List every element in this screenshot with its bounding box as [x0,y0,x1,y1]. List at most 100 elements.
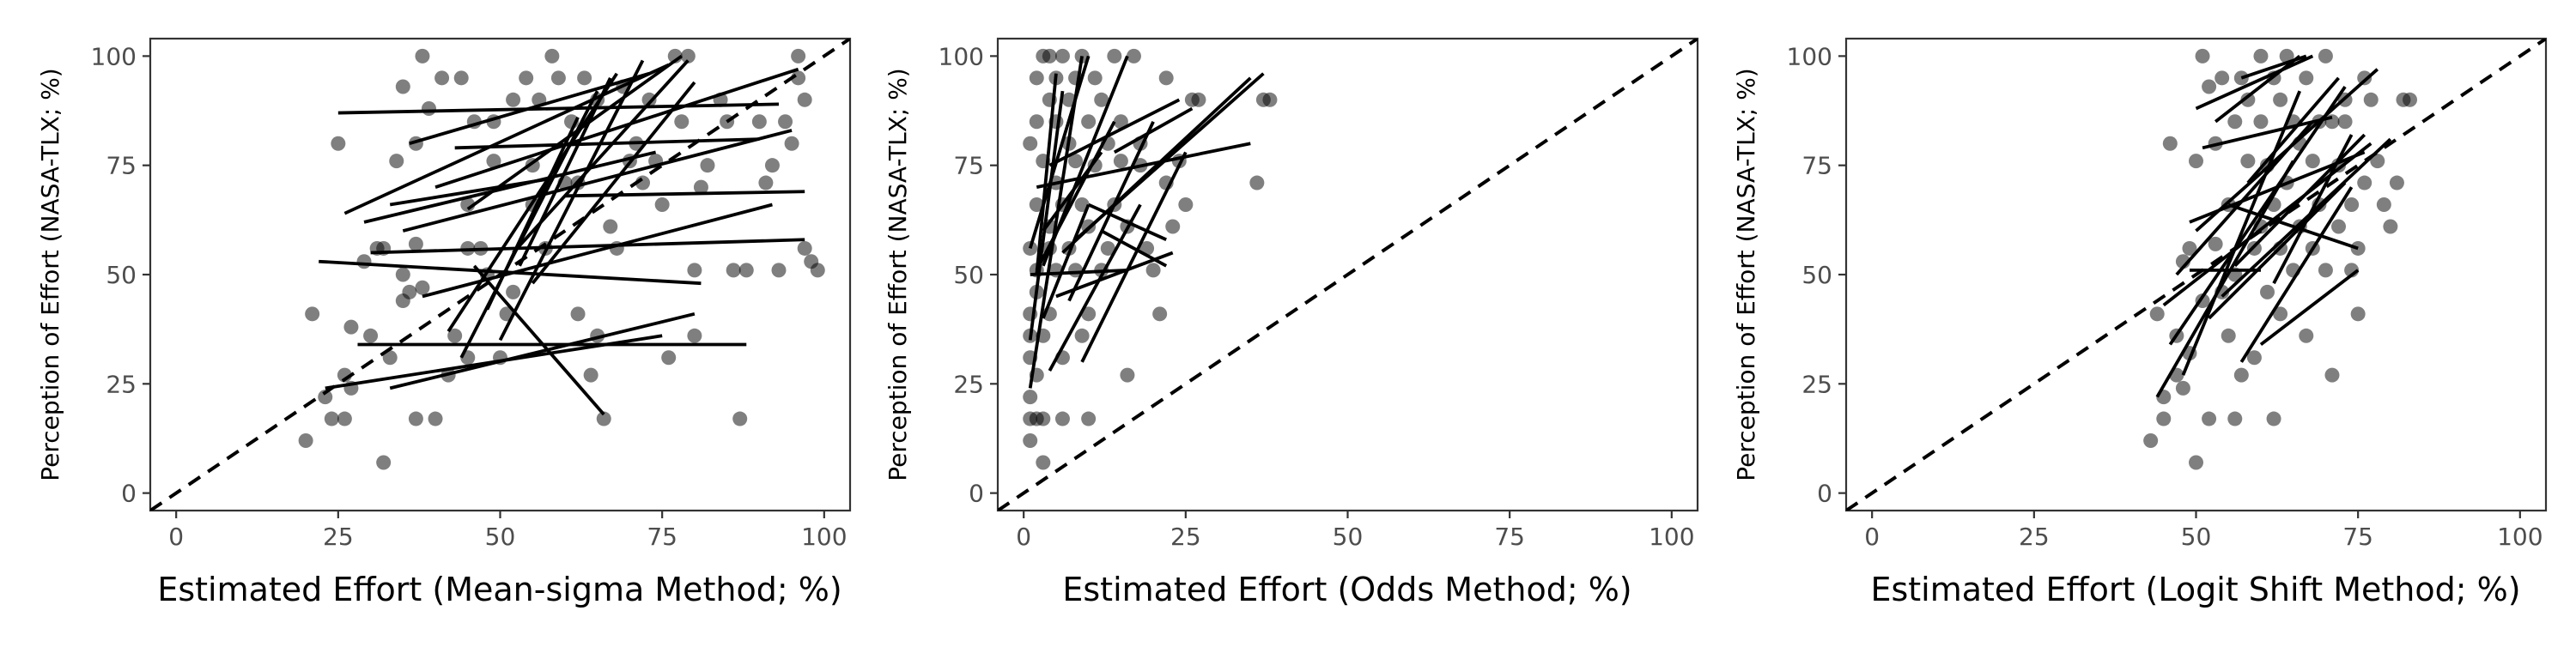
data-point [674,114,690,130]
participant-fit-line [2175,120,2314,276]
data-point [778,114,793,130]
y-axis-title: Perception of Effort (NASA-TLX; %) [884,68,912,481]
data-point [1054,48,1070,63]
data-point [2182,240,2197,256]
data-point [2221,328,2236,343]
participant-fit-line [1113,106,1194,154]
data-layer [998,39,1698,511]
data-point [2175,380,2190,396]
panel-odds: 0 0 25 25 50 50 75 75 100 100 Estimated Effort (O… [884,37,1699,608]
data-point [363,328,379,343]
data-point [700,158,715,173]
participant-fit-line [2202,115,2333,150]
y-axis-title: Perception of Effort (NASA-TLX; %) [1732,68,1760,481]
data-point [1113,114,1128,130]
participant-fit-line [1087,203,1167,241]
data-point [343,319,359,335]
participant-fit-line [2162,142,2372,307]
x-tick-label: 25 [2019,523,2050,551]
x-tick-label: 50 [2181,523,2212,551]
data-point [1165,219,1181,234]
data-point [395,267,410,282]
data-point [544,48,560,63]
data-point [1100,240,1115,256]
data-point [2215,70,2230,86]
data-point [1029,114,1044,130]
participant-fit-line [466,54,683,211]
data-point [680,48,696,63]
data-point [2370,154,2385,169]
data-point [2189,154,2203,169]
participant-fit-line [434,67,799,189]
participant-fit-line [2155,160,2295,398]
participant-fit-line [2181,90,2301,376]
y-tick-label: 0 [1817,480,1832,508]
identity-reference-line [1846,39,2546,511]
data-point [2318,48,2333,63]
x-tick-label: 100 [801,523,847,551]
data-point [408,411,423,426]
data-point [1036,455,1051,470]
data-point [506,92,521,107]
data-point [2318,263,2333,278]
data-point [1081,114,1097,130]
data-point [635,175,651,190]
data-point [791,48,806,63]
data-point [519,70,534,86]
data-point [2253,114,2269,130]
participant-fit-line [343,63,670,215]
participant-fit-line [2239,186,2354,363]
data-point [415,48,430,63]
data-point [2273,306,2288,322]
participant-fit-line [498,59,645,342]
data-point [641,92,657,107]
data-point [298,433,313,449]
data-point [2357,70,2372,86]
participant-fit-line [2208,181,2347,320]
participant-fit-line [1080,151,1188,363]
data-point [550,70,566,86]
identity-reference-line [998,39,1698,511]
data-point [1023,390,1038,405]
data-point [2363,92,2379,107]
data-point [732,411,748,426]
participant-fit-line [2246,76,2340,184]
data-point [751,114,767,130]
participant-fit-line [1048,98,1181,167]
data-point [2233,367,2249,383]
participant-fit-line [531,81,696,285]
data-point [1120,367,1135,383]
data-point [2189,455,2203,470]
data-point [434,70,450,86]
x-tick-label: 50 [485,523,516,551]
participant-fit-line [2233,133,2366,268]
data-point [771,263,787,278]
y-tick-label: 75 [953,152,984,180]
data-point [337,367,352,383]
participant-fit-line [409,71,650,146]
data-point [453,70,469,86]
x-tick-label: 0 [1864,523,1880,551]
data-point [318,390,333,405]
data-point [2305,154,2320,169]
data-point [2149,306,2165,322]
data-point [356,254,372,269]
participant-fit-line [2221,137,2392,298]
data-point [583,367,598,383]
x-tick-label: 0 [1016,523,1031,551]
participant-fit-line [1035,73,1058,275]
data-point [687,328,702,343]
data-layer [150,39,850,511]
y-tick-label: 50 [953,261,984,289]
participant-fit-line [370,238,805,255]
data-point [2299,70,2314,86]
data-point [570,306,586,322]
data-point [596,411,611,426]
panel-logit-shift: 0 0 25 25 50 50 75 75 100 100 Estimated Effort (L… [1732,37,2548,608]
x-tick-label: 25 [323,523,354,551]
participant-fit-line [447,72,618,333]
data-point [758,175,774,190]
data-point [2324,367,2340,383]
data-point [2246,350,2262,366]
